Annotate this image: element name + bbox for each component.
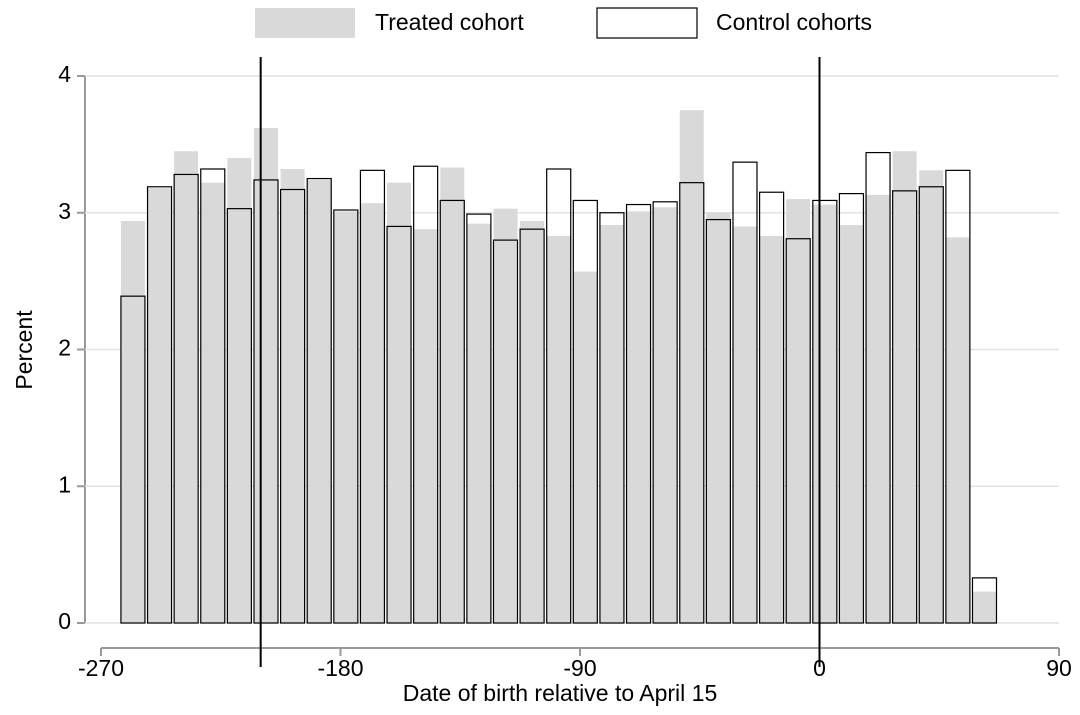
- bar: [120, 295, 146, 624]
- y-tick-label: 3: [58, 198, 71, 224]
- bar: [413, 165, 439, 624]
- bar: [120, 220, 145, 623]
- bar: [333, 211, 358, 623]
- bar: [440, 167, 465, 623]
- bar: [866, 194, 891, 623]
- y-tick-label: 2: [58, 335, 71, 361]
- bar: [839, 225, 864, 623]
- bar: [253, 179, 279, 624]
- bar: [865, 151, 891, 624]
- bar: [360, 203, 385, 624]
- bar: [892, 151, 917, 623]
- bar: [386, 225, 412, 624]
- bar: [759, 235, 784, 623]
- bar: [758, 191, 785, 624]
- y-tick-label: 4: [58, 61, 71, 87]
- x-tick-label: 90: [1046, 655, 1072, 681]
- x-axis-label: Date of birth relative to April 15: [403, 680, 718, 706]
- bar: [653, 207, 678, 623]
- x-tick-label: 0: [813, 655, 826, 681]
- bar: [546, 168, 572, 624]
- bar: [200, 182, 225, 624]
- bar: [253, 127, 278, 623]
- bar: [306, 177, 332, 624]
- bar: [625, 203, 652, 624]
- bar: [945, 237, 970, 624]
- y-tick-label: 1: [58, 471, 71, 497]
- bar: [546, 235, 571, 623]
- bar: [279, 188, 306, 624]
- bar: [413, 229, 438, 623]
- bar: [173, 173, 199, 624]
- bar: [838, 193, 865, 624]
- bar: [493, 208, 518, 623]
- bar: [599, 225, 624, 623]
- bar: [626, 211, 651, 623]
- y-tick-label: 0: [58, 608, 71, 634]
- bar: [918, 186, 944, 624]
- bar: [333, 209, 359, 624]
- bar: [359, 169, 386, 624]
- x-tick-label: -270: [78, 655, 124, 681]
- bar: [174, 151, 199, 623]
- bar: [466, 213, 492, 624]
- bar: [972, 591, 997, 623]
- bar: [812, 199, 838, 624]
- bar: [227, 158, 252, 624]
- bar: [572, 199, 598, 624]
- bar: [732, 161, 758, 624]
- legend-label: Treated cohort: [375, 9, 524, 35]
- bar: [226, 208, 252, 624]
- bar: [520, 220, 545, 623]
- x-tick-label: -90: [563, 655, 596, 681]
- bar: [812, 204, 837, 624]
- bar: [146, 186, 173, 624]
- bar: [492, 239, 519, 624]
- bar: [732, 226, 757, 624]
- legend-swatch: [596, 7, 698, 39]
- legend-label: Control cohorts: [716, 9, 872, 35]
- bar: [519, 228, 545, 624]
- bar: [679, 110, 704, 623]
- bar: [785, 238, 811, 624]
- bar: [147, 188, 172, 623]
- bar: [892, 190, 918, 624]
- bar: [919, 170, 944, 624]
- bar: [439, 199, 465, 624]
- bar: [706, 212, 731, 623]
- legend-swatch: [255, 8, 355, 38]
- bar: [786, 199, 811, 623]
- bar: [466, 223, 491, 623]
- bar: [200, 168, 226, 624]
- bar: [573, 271, 598, 623]
- bar: [945, 169, 971, 624]
- y-axis-label: Percent: [11, 310, 37, 390]
- bar: [307, 179, 332, 623]
- x-tick-label: -180: [317, 655, 363, 681]
- bar: [387, 182, 412, 624]
- bar: [652, 201, 678, 624]
- bar: [971, 577, 998, 624]
- bar: [705, 218, 731, 624]
- bar: [599, 212, 625, 624]
- bar: [280, 168, 305, 624]
- bar: [679, 182, 705, 624]
